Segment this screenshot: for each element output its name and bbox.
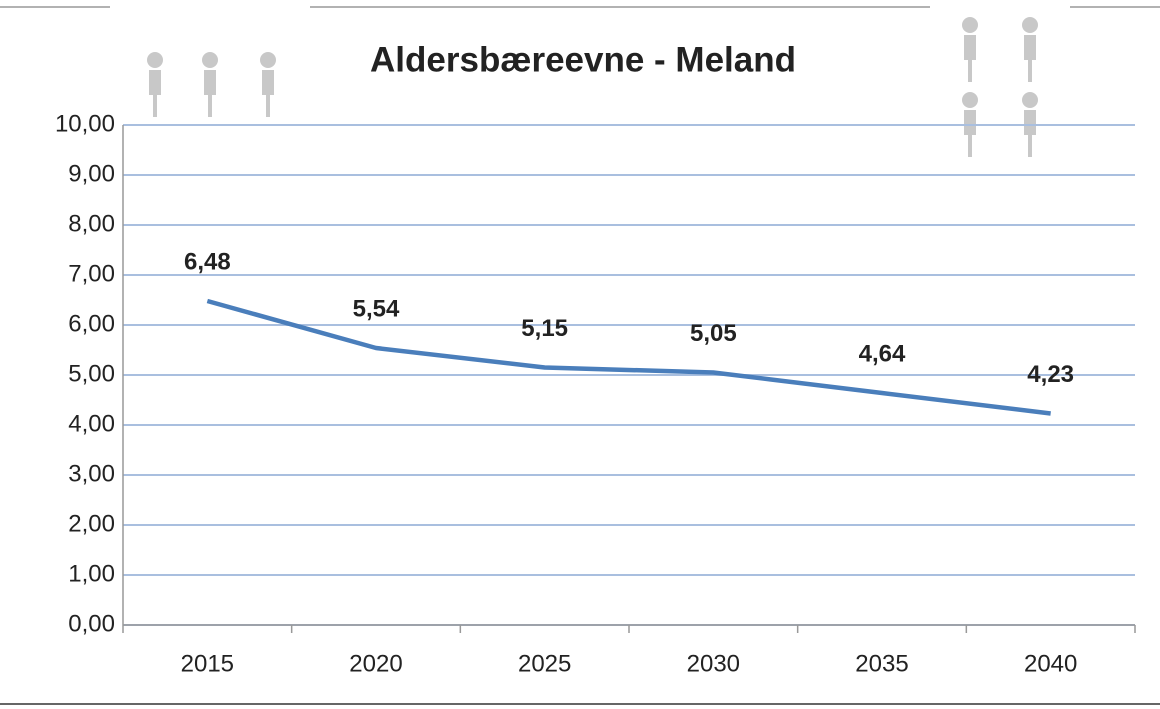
data-line xyxy=(207,301,1050,414)
chart: Aldersbæreevne - Meland 0,00 1,00 2,00 3,00… xyxy=(0,0,1160,709)
chart-title: Aldersbæreevne - Meland xyxy=(370,40,796,79)
y-tick-label: 0,00 xyxy=(68,610,115,637)
decoration-figures xyxy=(147,17,1038,157)
page: Aldersbæreevne - Meland 0,00 1,00 2,00 3,00… xyxy=(0,0,1160,709)
y-tick-label: 8,00 xyxy=(68,210,115,237)
y-tick-label: 6,00 xyxy=(68,310,115,337)
y-tick-label: 1,00 xyxy=(68,560,115,587)
x-tick-label: 2035 xyxy=(855,650,908,677)
data-label: 5,54 xyxy=(353,295,400,322)
y-tick-label: 4,00 xyxy=(68,410,115,437)
y-tick-label: 9,00 xyxy=(68,160,115,187)
y-tick-label: 10,00 xyxy=(55,110,115,137)
data-label: 5,15 xyxy=(521,315,568,342)
y-tick-label: 2,00 xyxy=(68,510,115,537)
y-tick-label: 5,00 xyxy=(68,360,115,387)
data-label: 5,05 xyxy=(690,320,737,347)
x-tick-label: 2040 xyxy=(1024,650,1077,677)
x-tick-label: 2015 xyxy=(181,650,234,677)
x-tick-label: 2030 xyxy=(687,650,740,677)
data-label: 6,48 xyxy=(184,248,231,275)
data-label: 4,23 xyxy=(1027,361,1074,388)
y-tick-label: 3,00 xyxy=(68,460,115,487)
x-tick-label: 2025 xyxy=(518,650,571,677)
data-label: 4,64 xyxy=(859,340,906,367)
y-tick-label: 7,00 xyxy=(68,260,115,287)
x-tick-label: 2020 xyxy=(349,650,402,677)
